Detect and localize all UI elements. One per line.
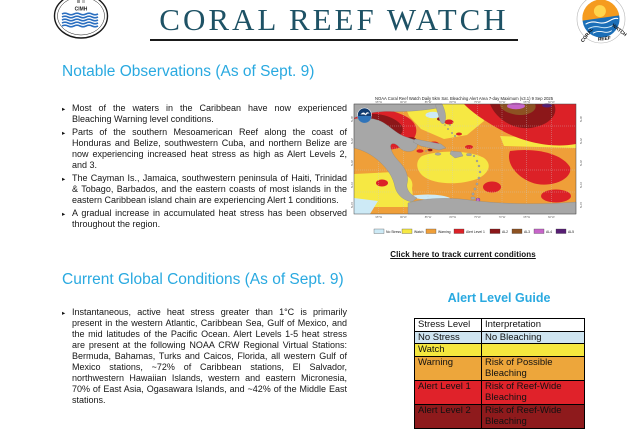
svg-text:80°W: 80°W [449,215,456,219]
list-item: ▸ Parts of the southern Mesoamerican Ree… [62,127,347,170]
bullet-icon: ▸ [62,104,66,113]
svg-text:65°W: 65°W [523,215,530,219]
svg-text:15°N: 15°N [350,182,354,188]
map-lon-ticks-bottom: 95°W 90°W 85°W 80°W 75°W 70°W 65°W 60°W [375,215,555,219]
list-item: ▸ Instantaneous, active heat stress grea… [62,307,347,405]
section-heading-notable-observations: Notable Observations (As of Sept. 9) [62,63,315,80]
bullet-icon: ▸ [62,209,66,218]
legend-item: AL2 [502,230,508,234]
alert-level-guide-table: Stress Level Interpretation No Stress No… [414,318,585,429]
coral-reef-watch-logo-icon: CORAL REEF WATCH [571,0,631,50]
table-header-row: Stress Level Interpretation [414,318,585,332]
svg-text:70°W: 70°W [499,215,506,219]
svg-text:60°W: 60°W [548,215,555,219]
svg-text:90°W: 90°W [400,100,407,104]
table-row: Alert Level 1 Risk of Reef-Wide Bleachin… [414,379,585,405]
legend-item: AL5 [568,230,574,234]
svg-text:75°W: 75°W [474,215,481,219]
alert-level-guide-heading: Alert Level Guide [447,291,551,305]
table-row: Watch [414,343,585,357]
map-land [353,103,577,215]
map-legend: No Stress Watch Warning Alert Level 1 AL… [373,228,574,234]
list-item: ▸ Most of the waters in the Caribbean ha… [62,103,347,124]
svg-text:75°W: 75°W [474,100,481,104]
map-plot-area [353,102,577,215]
legend-item: AL3 [524,230,530,234]
svg-text:95°W: 95°W [375,215,382,219]
masthead-divider [150,39,518,41]
noaa-logo-icon [357,107,372,123]
legend-item: AL4 [546,230,552,234]
cimh-logo: CIMH [52,0,110,44]
svg-text:60°W: 60°W [548,100,555,104]
svg-text:30°N: 30°N [579,116,583,122]
svg-text:20°N: 20°N [350,160,354,166]
svg-text:25°N: 25°N [350,138,354,144]
svg-text:10°N: 10°N [579,202,583,208]
svg-text:25°N: 25°N [579,138,583,144]
legend-item: Watch [414,230,424,234]
list-item: ▸ The Cayman Is., Jamaica, southwestern … [62,173,347,205]
page-title: CORAL REEF WATCH [159,2,509,37]
svg-text:90°W: 90°W [400,215,407,219]
svg-text:95°W: 95°W [375,100,382,104]
bullet-icon: ▸ [62,174,66,183]
svg-text:15°N: 15°N [579,182,583,188]
bleaching-alert-map: NOAA Coral Reef Watch Daily 5km Sat. Ble… [346,92,586,245]
bullet-icon: ▸ [62,308,66,317]
table-row: Alert Level 2 Risk of Reef-Wide Bleachin… [414,403,585,429]
svg-text:20°N: 20°N [579,160,583,166]
svg-text:65°W: 65°W [523,100,530,104]
svg-text:80°W: 80°W [449,100,456,104]
global-conditions-list: ▸ Instantaneous, active heat stress grea… [62,307,347,408]
svg-text:85°W: 85°W [425,215,432,219]
legend-item: Warning [438,230,451,234]
cimh-logo-label: CIMH [75,7,88,13]
map-lon-ticks-top: 95°W 90°W 85°W 80°W 75°W 70°W 65°W 60°W [375,100,555,104]
column-header: Interpretation [481,318,585,332]
section-heading-current-global-conditions: Current Global Conditions (As of Sept. 9… [62,271,344,288]
svg-text:85°W: 85°W [425,100,432,104]
table-row: No Stress No Bleaching [414,330,585,344]
svg-text:70°W: 70°W [499,100,506,104]
svg-text:30°N: 30°N [350,116,354,122]
table-row: Warning Risk of Possible Bleaching [414,355,585,381]
legend-item: Alert Level 1 [466,230,485,234]
track-conditions-link[interactable]: Click here to track current conditions [390,250,536,259]
notable-observations-list: ▸ Most of the waters in the Caribbean ha… [62,103,347,232]
svg-text:10°N: 10°N [350,202,354,208]
bullet-icon: ▸ [62,128,66,137]
list-item: ▸ A gradual increase in accumulated heat… [62,208,347,229]
crw-logo-word-reef: REEF [598,35,611,42]
map-lat-ticks-left: 30°N 25°N 20°N 15°N 10°N [350,116,354,208]
map-title: NOAA Coral Reef Watch Daily 5km Sat. Ble… [375,96,554,101]
legend-item: No Stress [386,230,401,234]
column-header: Stress Level [414,318,482,332]
map-lat-ticks-right: 30°N 25°N 20°N 15°N 10°N [579,116,583,208]
